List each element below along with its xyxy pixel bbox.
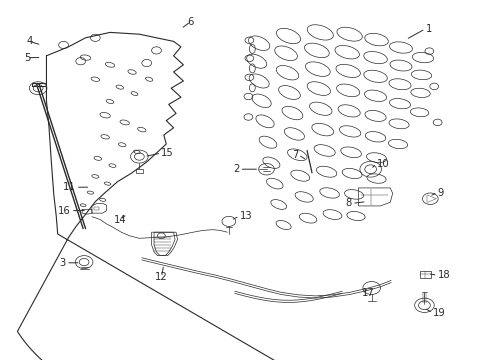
Text: 12: 12 (155, 272, 167, 282)
Text: 9: 9 (437, 188, 443, 198)
Text: 6: 6 (187, 17, 194, 27)
Text: 15: 15 (161, 148, 174, 158)
Text: 16: 16 (58, 206, 71, 216)
Text: 2: 2 (233, 164, 239, 174)
Text: 7: 7 (291, 150, 298, 160)
Text: 17: 17 (361, 288, 374, 298)
Text: 13: 13 (239, 211, 252, 221)
Text: 14: 14 (113, 215, 126, 225)
Text: 4: 4 (26, 36, 32, 46)
Text: 11: 11 (63, 182, 76, 192)
Text: 8: 8 (345, 198, 351, 208)
Text: 19: 19 (432, 308, 445, 318)
Text: 3: 3 (60, 258, 66, 268)
Text: 5: 5 (23, 53, 30, 63)
Text: 10: 10 (376, 159, 388, 169)
Text: 1: 1 (425, 24, 431, 34)
Text: 18: 18 (437, 270, 449, 280)
